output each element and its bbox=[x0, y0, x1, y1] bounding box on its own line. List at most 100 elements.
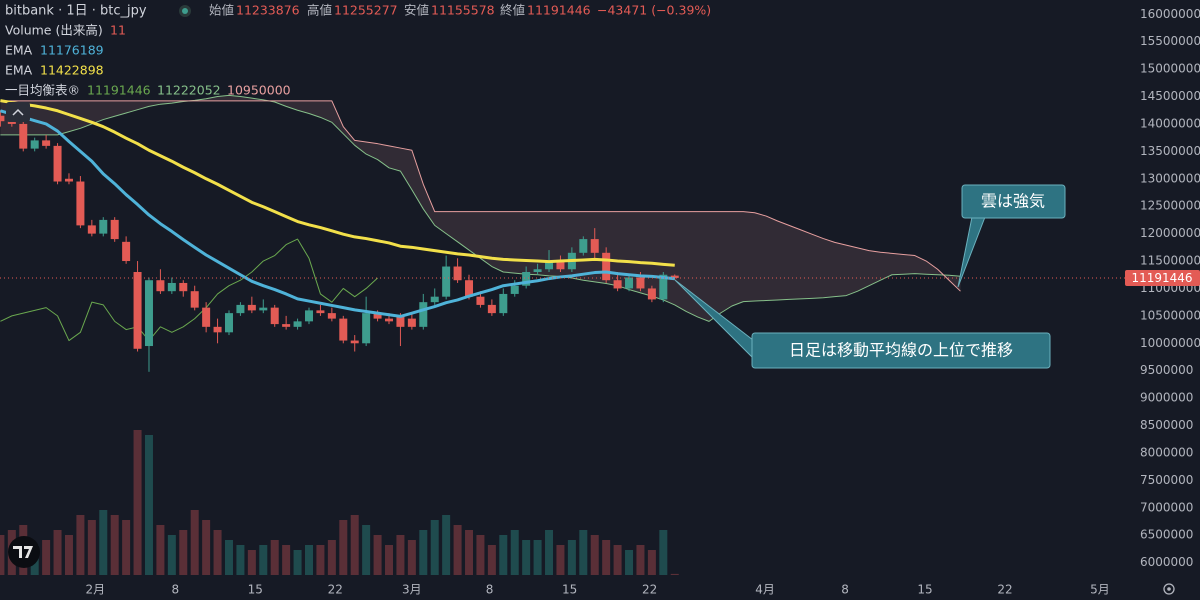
volume-bar bbox=[247, 550, 256, 575]
volume-bar bbox=[339, 520, 348, 575]
volume-bar bbox=[87, 520, 96, 575]
volume-bar bbox=[647, 550, 656, 575]
candle-body bbox=[87, 225, 96, 234]
candle-body bbox=[339, 318, 348, 341]
y-tick-label: 15000000 bbox=[1140, 62, 1200, 76]
volume-bar bbox=[545, 530, 554, 575]
volume-bar bbox=[224, 540, 233, 575]
candle-body bbox=[545, 261, 554, 270]
volume-bar bbox=[304, 545, 313, 575]
y-tick-label: 12500000 bbox=[1140, 199, 1200, 213]
candle-body bbox=[293, 321, 302, 327]
y-tick-label: 9500000 bbox=[1140, 363, 1193, 377]
y-tick-label: 16000000 bbox=[1140, 7, 1200, 21]
candle-body bbox=[522, 272, 531, 286]
volume-bar bbox=[76, 515, 85, 575]
x-tick-label: 8 bbox=[486, 583, 494, 597]
settings-icon-dot bbox=[1167, 587, 1171, 591]
candle-body bbox=[76, 181, 85, 226]
volume-bar bbox=[202, 520, 211, 575]
candle-body bbox=[179, 282, 188, 292]
volume-bar bbox=[430, 520, 439, 575]
volume-bar bbox=[419, 530, 428, 575]
volume-bar bbox=[259, 545, 268, 575]
candle-body bbox=[510, 285, 519, 294]
volume-bar bbox=[442, 515, 451, 575]
volume-bar bbox=[64, 535, 73, 575]
volume-bar bbox=[0, 535, 5, 575]
volume-bar bbox=[53, 530, 62, 575]
volume-bar bbox=[556, 545, 565, 575]
legend-value: 11 bbox=[110, 23, 126, 38]
y-tick-label: 13000000 bbox=[1140, 171, 1200, 185]
volume-bar bbox=[213, 530, 222, 575]
candle-body bbox=[579, 239, 588, 253]
volume-bar bbox=[110, 515, 119, 575]
volume-bar bbox=[625, 550, 634, 575]
ohlc-value: 11191446 bbox=[527, 3, 591, 18]
legend-value: 11422898 bbox=[40, 63, 104, 78]
volume-bar bbox=[190, 510, 199, 575]
volume-bar bbox=[522, 540, 531, 575]
x-tick-label: 8 bbox=[171, 583, 179, 597]
volume-bar bbox=[373, 535, 382, 575]
annotation-text: 雲は強気 bbox=[981, 192, 1045, 211]
legend-value: 10950000 bbox=[227, 83, 291, 98]
collapse-icon bbox=[12, 108, 24, 116]
y-tick-label: 13500000 bbox=[1140, 144, 1200, 158]
volume-bar bbox=[362, 525, 371, 575]
candle-body bbox=[110, 219, 119, 240]
y-tick-label: 8500000 bbox=[1140, 418, 1193, 432]
legend-name: 一目均衡表® bbox=[5, 83, 80, 98]
candle-body bbox=[476, 296, 485, 305]
candle-body bbox=[373, 313, 382, 319]
volume-bar bbox=[385, 545, 394, 575]
y-tick-label: 7000000 bbox=[1140, 500, 1193, 514]
candle-body bbox=[625, 277, 634, 289]
legend-name: Volume (出来高) bbox=[5, 23, 103, 38]
plot bbox=[0, 94, 1125, 575]
candle-body bbox=[133, 272, 142, 349]
legend-value: 11222052 bbox=[157, 83, 221, 98]
y-tick-label: 14500000 bbox=[1140, 89, 1200, 103]
settings-icon[interactable] bbox=[1163, 583, 1175, 595]
candle-body bbox=[350, 340, 359, 344]
candle-body bbox=[7, 121, 16, 124]
y-tick-label: 9000000 bbox=[1140, 391, 1193, 405]
candle-body bbox=[385, 318, 394, 322]
candle-body bbox=[430, 296, 439, 303]
volume-bar bbox=[510, 530, 519, 575]
volume-bar bbox=[122, 520, 131, 575]
candle-body bbox=[99, 219, 108, 234]
ema-line bbox=[0, 109, 675, 318]
x-tick-label: 4月 bbox=[755, 583, 775, 597]
x-tick-label: 22 bbox=[997, 583, 1012, 597]
volume-bar bbox=[670, 573, 679, 575]
volume-bar bbox=[316, 545, 325, 575]
y-tick-label: 6500000 bbox=[1140, 528, 1193, 542]
candle-body bbox=[42, 140, 51, 146]
candle-body bbox=[419, 302, 428, 327]
collapse-button[interactable] bbox=[6, 102, 30, 122]
ohlc-value: 11155578 bbox=[431, 3, 495, 18]
y-tick-label: 12000000 bbox=[1140, 226, 1200, 240]
candle-body bbox=[202, 307, 211, 327]
candle-body bbox=[247, 304, 256, 311]
volume-bar bbox=[293, 550, 302, 575]
volume-bar bbox=[590, 535, 599, 575]
y-tick-label: 10500000 bbox=[1140, 308, 1200, 322]
candle-body bbox=[53, 145, 62, 182]
volume-bar bbox=[133, 430, 142, 575]
x-tick-label: 5月 bbox=[1090, 583, 1110, 597]
ohlc-label: 安値 bbox=[404, 3, 429, 18]
x-tick-label: 2月 bbox=[85, 583, 105, 597]
candle-body bbox=[282, 324, 291, 327]
y-tick-label: 8000000 bbox=[1140, 445, 1193, 459]
candle-body bbox=[0, 115, 5, 122]
y-tick-label: 15500000 bbox=[1140, 34, 1200, 48]
candle-body bbox=[167, 282, 176, 292]
candle-body bbox=[144, 280, 153, 347]
candle-body bbox=[270, 307, 279, 325]
volume-bar bbox=[350, 515, 359, 575]
